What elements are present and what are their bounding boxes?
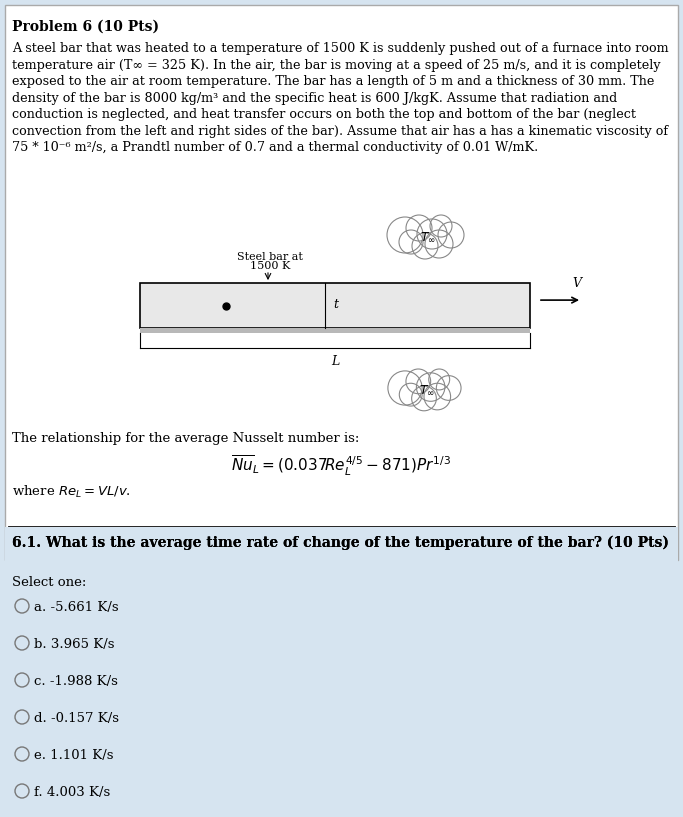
Circle shape [430, 215, 452, 237]
Text: exposed to the air at room temperature. The bar has a length of 5 m and a thickn: exposed to the air at room temperature. … [12, 75, 654, 88]
Circle shape [406, 215, 432, 241]
Text: 6.1. What is the average time rate of change of the temperature of the bar? (10 : 6.1. What is the average time rate of ch… [12, 536, 669, 551]
Text: $T_\infty$: $T_\infty$ [420, 230, 436, 243]
Text: 75 * 10⁻⁶ m²/s, a Prandtl number of 0.7 and a thermal conductivity of 0.01 W/mK.: 75 * 10⁻⁶ m²/s, a Prandtl number of 0.7 … [12, 141, 538, 154]
Circle shape [15, 599, 29, 613]
Text: f. 4.003 K/s: f. 4.003 K/s [34, 786, 110, 799]
Circle shape [429, 369, 449, 390]
Text: conduction is neglected, and heat transfer occurs on both the top and bottom of : conduction is neglected, and heat transf… [12, 108, 636, 121]
Circle shape [417, 373, 445, 401]
Circle shape [425, 230, 453, 258]
Bar [140, 328, 530, 333]
Circle shape [400, 383, 422, 406]
Circle shape [417, 219, 447, 249]
Text: c. -1.988 K/s: c. -1.988 K/s [34, 675, 118, 688]
Bar [140, 283, 530, 328]
Text: 6.1. What is the average time rate of change of the temperature of the bar? (10 : 6.1. What is the average time rate of ch… [12, 536, 669, 551]
Text: A steel bar that was heated to a temperature of 1500 K is suddenly pushed out of: A steel bar that was heated to a tempera… [12, 42, 669, 55]
Text: a. -5.661 K/s: a. -5.661 K/s [34, 601, 119, 614]
Text: $T_\infty$: $T_\infty$ [419, 383, 435, 396]
Text: $\overline{Nu}_L = (0.037Re_L^{4/5} - 871)Pr^{1/3}$: $\overline{Nu}_L = (0.037Re_L^{4/5} - 87… [231, 454, 451, 478]
Text: Problem 6 (10 Pts): Problem 6 (10 Pts) [12, 20, 159, 34]
Circle shape [388, 371, 422, 405]
Circle shape [412, 386, 436, 411]
Text: The relationship for the average Nusselt number is:: The relationship for the average Nusselt… [12, 432, 359, 445]
Circle shape [15, 636, 29, 650]
Circle shape [436, 376, 461, 400]
Text: L: L [331, 355, 339, 368]
Circle shape [424, 383, 451, 410]
FancyBboxPatch shape [5, 5, 678, 560]
Circle shape [15, 784, 29, 798]
Text: e. 1.101 K/s: e. 1.101 K/s [34, 749, 113, 762]
Circle shape [406, 369, 431, 394]
Text: 1500 K: 1500 K [250, 261, 290, 271]
Circle shape [15, 747, 29, 761]
Text: t: t [333, 298, 338, 311]
Circle shape [412, 233, 438, 259]
FancyBboxPatch shape [5, 527, 678, 812]
Text: density of the bar is 8000 kg/m³ and the specific heat is 600 J/kgK. Assume that: density of the bar is 8000 kg/m³ and the… [12, 92, 617, 105]
Text: Select one:: Select one: [12, 576, 86, 589]
Circle shape [399, 230, 423, 254]
Text: V: V [572, 277, 581, 290]
Text: b. 3.965 K/s: b. 3.965 K/s [34, 638, 115, 651]
Text: temperature air (T∞ = 325 K). In the air, the bar is moving at a speed of 25 m/s: temperature air (T∞ = 325 K). In the air… [12, 59, 660, 72]
Text: d. -0.157 K/s: d. -0.157 K/s [34, 712, 119, 725]
Circle shape [387, 217, 423, 253]
Circle shape [438, 222, 464, 248]
Circle shape [15, 673, 29, 687]
Circle shape [15, 710, 29, 724]
Text: Steel bar at: Steel bar at [237, 252, 303, 262]
Text: where $Re_L = VL/v$.: where $Re_L = VL/v$. [12, 484, 131, 500]
Text: convection from the left and right sides of the bar). Assume that air has a has : convection from the left and right sides… [12, 124, 668, 137]
